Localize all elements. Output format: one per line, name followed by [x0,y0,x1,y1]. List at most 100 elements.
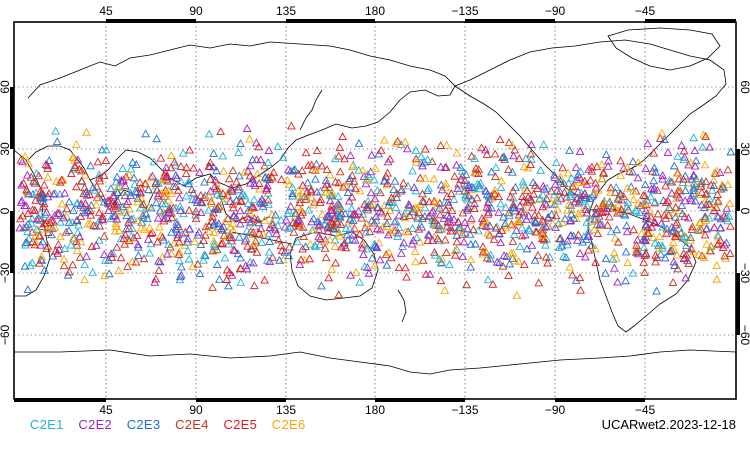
observation-marker [469,225,478,234]
observation-marker [236,196,246,205]
observation-marker [581,235,591,243]
observation-marker [667,188,677,197]
observation-marker [73,227,83,236]
observation-marker [648,233,658,242]
observation-marker [533,250,543,259]
observation-marker [584,226,594,235]
observation-marker [60,188,70,197]
observation-marker [153,237,162,246]
observation-marker [243,199,253,207]
observation-marker [677,201,687,209]
observation-marker [477,213,487,222]
observation-marker [248,228,258,236]
lat-label: −60 [738,325,750,346]
observation-marker [687,225,697,233]
observation-marker [220,217,230,226]
observation-marker [566,209,576,218]
observation-marker [158,232,168,241]
observation-marker [278,152,288,161]
observation-marker [653,209,663,218]
observation-marker [206,197,216,206]
observation-marker [454,179,464,188]
observation-marker [705,142,715,151]
observation-marker [51,246,60,255]
observation-marker [456,225,466,234]
observation-marker [235,219,245,228]
observation-marker [570,197,580,206]
observation-marker [164,240,173,248]
observation-marker [216,127,226,136]
observation-marker [390,176,400,185]
observation-marker [330,154,340,163]
observation-marker [524,211,533,220]
observation-marker [167,213,177,222]
observation-marker [382,219,392,227]
observation-marker [245,161,255,170]
observation-marker [23,227,32,236]
observation-marker [236,206,245,215]
observation-marker [559,179,569,187]
observation-marker [68,164,78,173]
observation-marker [298,244,307,253]
observation-marker [593,214,603,223]
observation-marker [283,209,293,218]
observation-marker [560,188,569,196]
observation-marker [524,226,534,234]
observation-marker [726,147,736,156]
observation-marker [335,213,345,222]
observation-marker [462,280,471,289]
observation-marker [22,170,32,179]
observation-marker [155,206,165,215]
observation-marker [263,157,273,166]
observation-marker [400,208,410,217]
observation-marker [354,138,364,147]
observation-marker [681,241,691,249]
observation-marker [633,235,642,244]
observation-marker [192,198,202,207]
observation-marker [141,179,150,188]
observation-marker [506,192,515,201]
observation-marker [263,195,273,204]
observation-marker [208,283,217,292]
observation-marker [184,205,194,214]
observation-marker [683,178,693,187]
observation-marker [671,220,681,229]
observation-marker [236,253,245,262]
observation-marker [603,220,612,229]
observation-marker [195,168,204,176]
observation-marker [183,234,193,243]
observation-marker [617,204,626,213]
observation-marker [176,162,186,170]
observation-marker [367,150,377,159]
observation-marker [122,234,132,243]
observation-marker [384,248,394,256]
observation-marker [222,275,232,283]
observation-marker [442,221,452,230]
observation-marker [311,165,320,174]
observation-marker [37,252,47,260]
observation-marker [667,245,677,254]
observation-marker [631,205,641,214]
observation-marker [91,240,101,249]
observation-marker [324,273,334,282]
observation-marker [322,165,332,173]
observation-marker [27,218,36,227]
observation-marker [148,228,157,236]
observation-marker [499,212,508,221]
observation-marker [409,235,418,244]
observation-marker [667,227,677,236]
observation-marker [49,189,58,198]
observation-marker [661,198,671,206]
observation-marker [676,228,686,237]
observation-marker [616,189,625,197]
observation-marker [210,242,219,250]
observation-marker [48,251,58,260]
observation-marker [116,253,126,262]
observation-marker [126,164,136,173]
observation-marker [40,219,50,228]
observation-marker [24,189,34,198]
observation-marker [123,262,132,270]
observation-marker [574,230,583,239]
observation-marker [681,273,690,282]
observation-marker [640,235,650,244]
